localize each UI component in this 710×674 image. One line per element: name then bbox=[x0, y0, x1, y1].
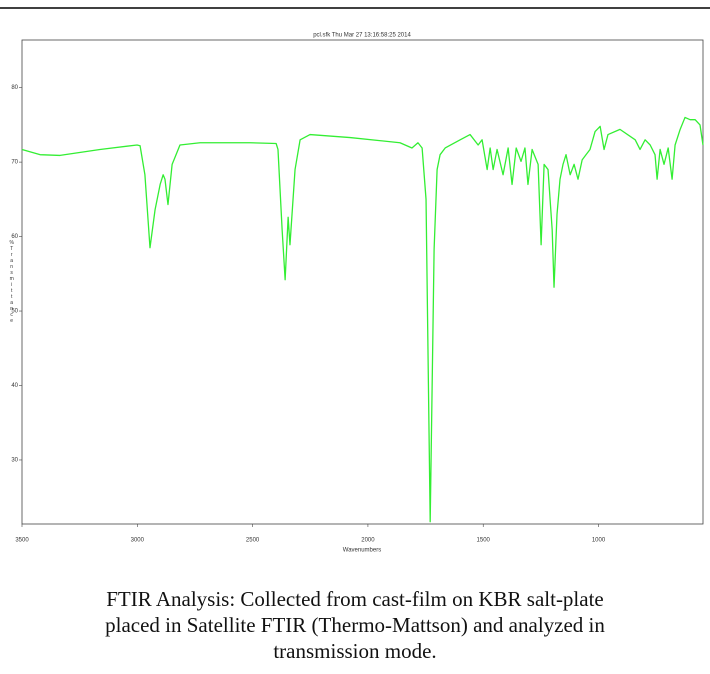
x-tick-label: 2500 bbox=[246, 538, 260, 544]
spectrum-line bbox=[21, 116, 704, 523]
plot-frame bbox=[21, 39, 704, 525]
x-tick-label: 3000 bbox=[131, 538, 145, 544]
y-tick-label: 50 bbox=[11, 309, 18, 315]
y-tick-label: 70 bbox=[11, 160, 18, 166]
y-tick-label: 60 bbox=[11, 234, 18, 240]
y-tick-label: 80 bbox=[11, 85, 18, 91]
x-tick-label: 3500 bbox=[15, 538, 29, 544]
y-axis-label: %Transmittance bbox=[9, 240, 15, 324]
chart-title: pcl.sfk Thu Mar 27 13:16:58:25 2014 bbox=[313, 33, 411, 39]
caption: FTIR Analysis: Collected from cast-film … bbox=[105, 587, 605, 663]
chart: pcl.sfk Thu Mar 27 13:16:58:25 2014 Wave… bbox=[0, 7, 710, 554]
x-tick-label: 1500 bbox=[477, 538, 491, 544]
x-tick-label: 2000 bbox=[361, 538, 375, 544]
x-axis-label: Wavenumbers bbox=[343, 548, 381, 554]
y-tick-label: 40 bbox=[11, 383, 18, 389]
x-tick-label: 1000 bbox=[592, 538, 606, 544]
y-tick-label: 30 bbox=[11, 458, 18, 464]
